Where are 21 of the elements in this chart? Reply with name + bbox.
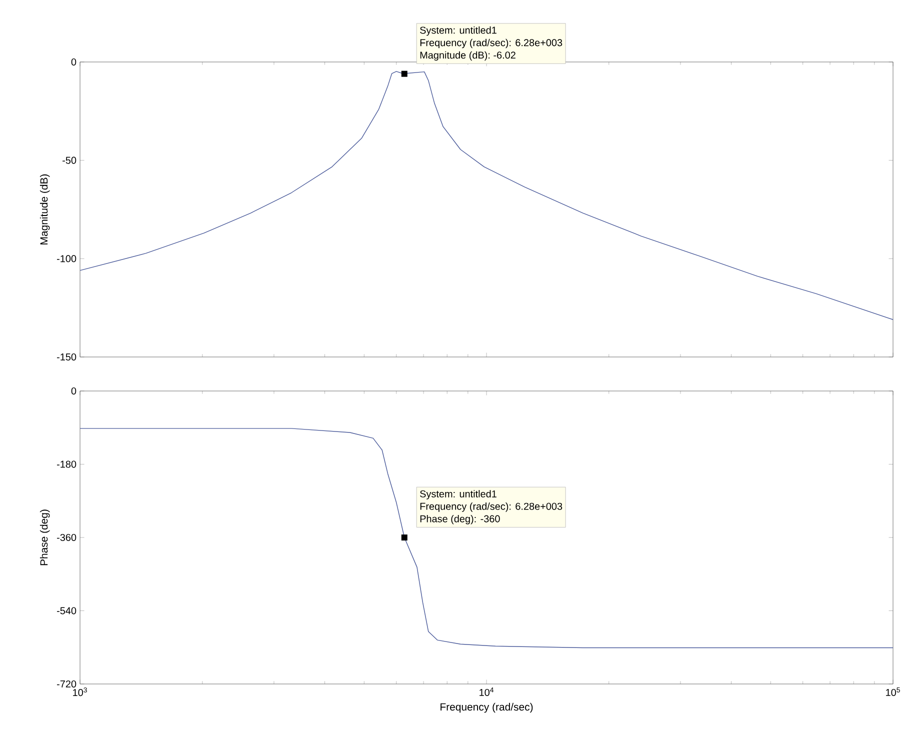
y-axis-title: Magnitude (dB) bbox=[40, 174, 50, 244]
y-tick-label: -150 bbox=[57, 353, 76, 361]
x-tick-label: 10$^{4}$ bbox=[480, 688, 494, 696]
y-tick-label: -100 bbox=[57, 255, 76, 262]
y-tick-label: -540 bbox=[57, 607, 76, 614]
y-tick-label: -720 bbox=[57, 680, 76, 688]
y-tick-label: -180 bbox=[57, 460, 76, 468]
x-axis-title: Frequency (rad/sec) bbox=[440, 702, 533, 713]
y-tick-label: 0 bbox=[71, 58, 76, 66]
text: System: untitled1 bbox=[420, 26, 496, 36]
text: Frequency (rad/sec): 6.28e+003 bbox=[420, 38, 562, 48]
y-tick-label: -50 bbox=[62, 156, 76, 164]
y-axis-title: Phase (deg) bbox=[40, 510, 50, 566]
annotation: Phase (deg): -360 bbox=[420, 515, 500, 524]
annotation: Frequency (rad/sec): 6.28e+003 bbox=[420, 502, 562, 512]
annotation: System: untitled1 bbox=[420, 490, 496, 500]
y-tick-label: -360 bbox=[57, 534, 76, 542]
x-tick-label: 10$^{3}$ bbox=[73, 688, 87, 696]
x-tick-label: 10$^{5}$ bbox=[886, 688, 900, 696]
y-tick-label: 0 bbox=[71, 387, 76, 395]
annotation: Magnitude (dB): -6.02 bbox=[420, 51, 516, 61]
